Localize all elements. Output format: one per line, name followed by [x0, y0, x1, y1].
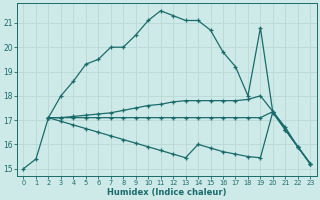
X-axis label: Humidex (Indice chaleur): Humidex (Indice chaleur) [107, 188, 227, 197]
